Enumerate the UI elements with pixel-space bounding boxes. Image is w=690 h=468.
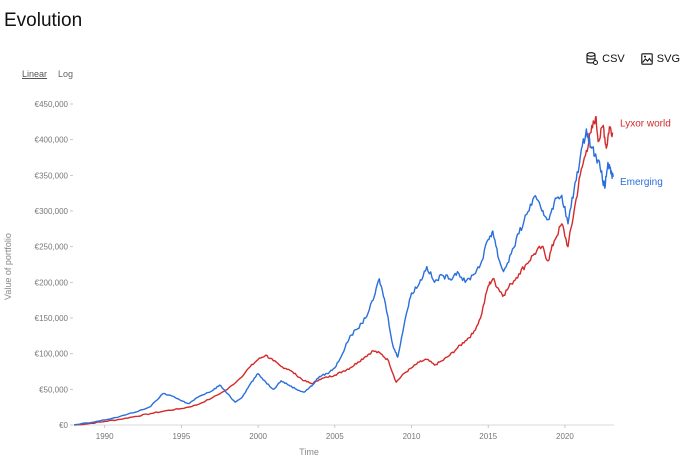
- y-tick-label: €50,000: [39, 385, 68, 394]
- csv-label: CSV: [602, 52, 625, 65]
- y-axis-title: Value of portfolio: [3, 233, 13, 300]
- x-tick-label: 2000: [249, 432, 267, 441]
- x-tick-label: 2020: [556, 432, 574, 441]
- scale-switch: Linear Log: [22, 69, 73, 79]
- y-tick-label: €200,000: [35, 278, 69, 287]
- csv-export-button[interactable]: CSV: [586, 52, 625, 65]
- image-icon: [641, 52, 653, 65]
- y-tick-label: €450,000: [35, 100, 69, 109]
- x-tick-label: 2015: [479, 432, 497, 441]
- y-tick-label: €300,000: [35, 207, 69, 216]
- svg-export-button[interactable]: SVG: [641, 53, 680, 65]
- y-tick-label: €350,000: [35, 171, 69, 180]
- series-line-emerging: [73, 128, 614, 426]
- y-tick-label: €400,000: [35, 136, 69, 145]
- svg-label: SVG: [656, 52, 680, 65]
- y-tick-label: €250,000: [35, 243, 69, 252]
- x-tick-label: 2005: [326, 432, 344, 441]
- export-toolbar: CSV SVG: [586, 52, 680, 65]
- y-tick-label: €100,000: [35, 350, 69, 359]
- y-tick-label: €150,000: [35, 314, 69, 323]
- database-icon: [586, 52, 599, 65]
- x-tick-label: 2010: [403, 432, 421, 441]
- log-scale-option[interactable]: Log: [58, 69, 74, 79]
- series-label: Emerging: [620, 177, 663, 188]
- y-tick-label: €0: [59, 421, 68, 430]
- x-tick-label: 1995: [172, 432, 190, 441]
- page-title: Evolution: [4, 10, 83, 31]
- x-axis-title: Time: [299, 447, 319, 457]
- linear-scale-option[interactable]: Linear: [22, 69, 48, 79]
- series-label: Lyxor world: [620, 119, 671, 130]
- series-line-lyxor-world: [73, 116, 614, 426]
- x-tick-label: 1990: [96, 432, 114, 441]
